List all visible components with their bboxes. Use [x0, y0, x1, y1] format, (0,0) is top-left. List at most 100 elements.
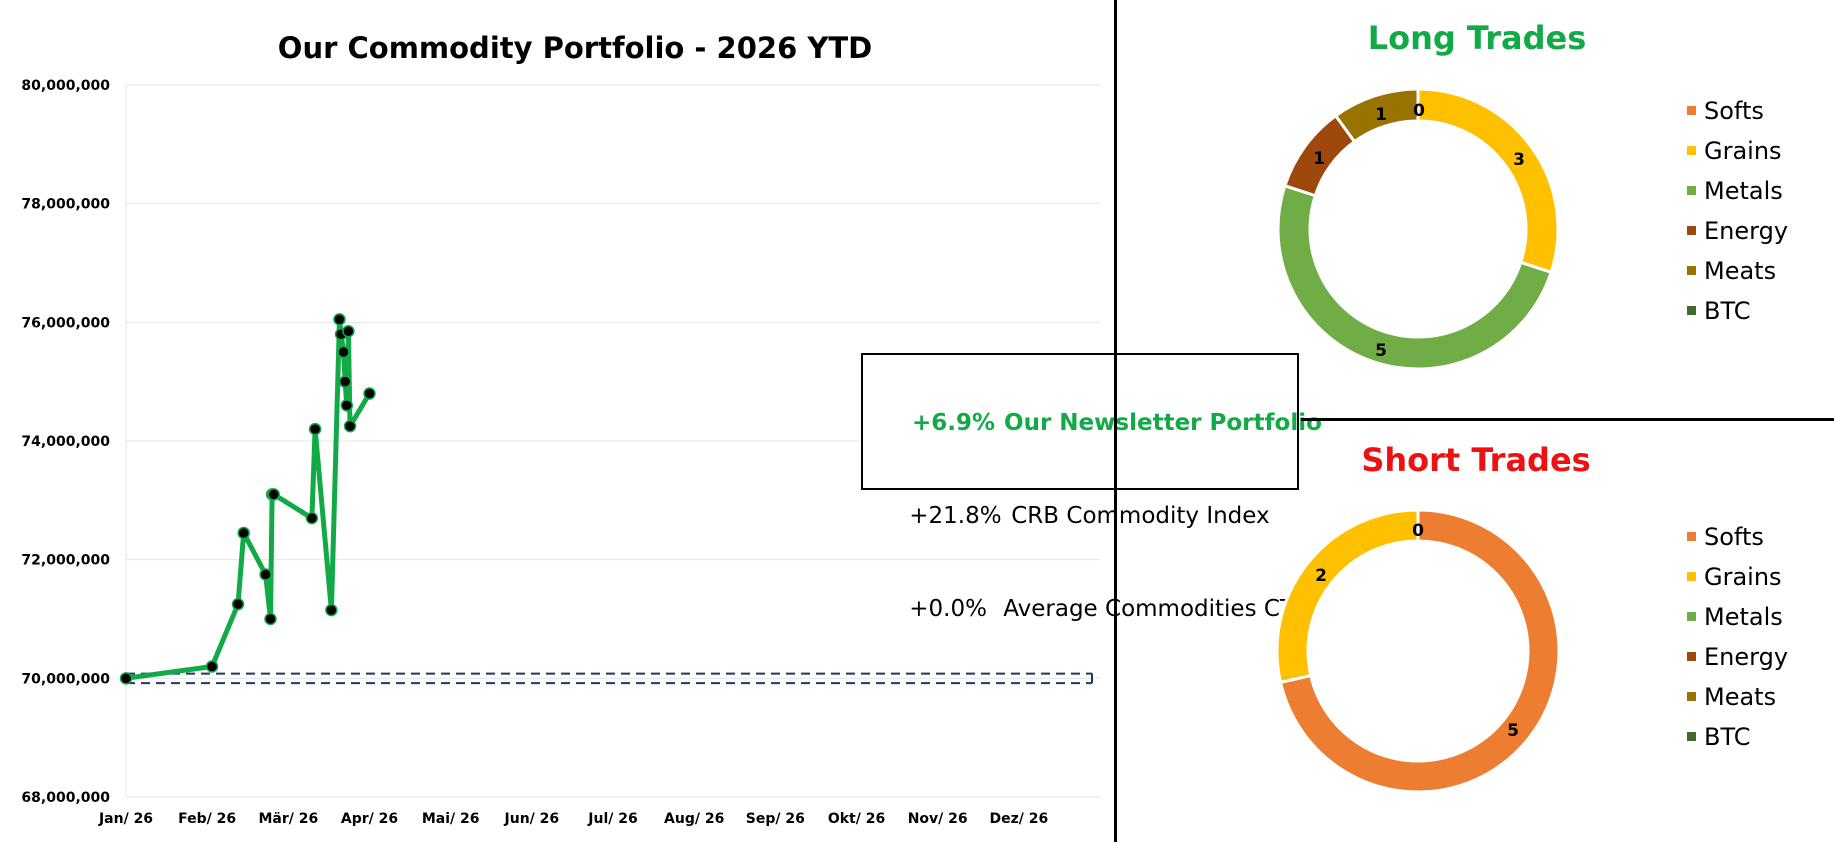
y-tick-label: 76,000,000 [21, 315, 110, 331]
portfolio-data-point [308, 422, 322, 436]
legend-label-energy: Energy [1704, 643, 1788, 671]
y-tick-label: 74,000,000 [21, 434, 110, 450]
y-tick-label: 68,000,000 [21, 790, 110, 806]
x-tick-label: Jul/ 26 [587, 811, 637, 827]
portfolio-label: Our Newsletter Portfolio [1004, 410, 1322, 436]
x-tick-label: Feb/ 26 [178, 811, 236, 827]
donut-data-label: 1 [1313, 149, 1325, 169]
donut-slice-grains [1416, 87, 1560, 275]
long-trades-slices [1276, 87, 1560, 371]
y-tick-label: 72,000,000 [21, 553, 110, 569]
x-tick-label: Jan/ 26 [98, 811, 153, 827]
donut-data-label: 0 [1412, 521, 1424, 541]
x-tick-label: Aug/ 26 [664, 811, 724, 827]
donut-data-label: 0 [1413, 101, 1425, 121]
legend-label-meats: Meats [1704, 683, 1776, 711]
portfolio-return: +6.9% [912, 410, 996, 436]
legend-label-metals: Metals [1704, 603, 1783, 631]
short-trades-data-labels: 5 2 0 [1315, 521, 1519, 741]
x-axis-ticks: Jan/ 26 Feb/ 26 Mär/ 26 Apr/ 26 Mai/ 26 Jun/ … [98, 811, 1048, 827]
portfolio-line-chart: Our Commodity Portfolio - 2026 YTD 68,00… [21, 31, 1100, 827]
donut-data-label: 5 [1507, 721, 1519, 741]
donut-data-label: 1 [1375, 105, 1387, 125]
donut-slice-softs [1278, 508, 1561, 794]
legend-swatch-softs [1687, 106, 1696, 115]
grid-lines [125, 84, 1100, 798]
portfolio-data-point [231, 597, 245, 611]
long-trades-data-labels: 0 3 5 1 1 [1313, 101, 1525, 361]
crb-return: +21.8% [909, 503, 1002, 529]
x-tick-label: Okt/ 26 [828, 811, 885, 827]
long-trades-legend: Softs Grains Metals Energy Meats BTC [1687, 97, 1788, 325]
legend-swatch-grains [1687, 572, 1696, 581]
donut-data-label: 3 [1513, 150, 1525, 170]
legend-label-btc: BTC [1704, 723, 1750, 751]
crb-label: CRB Commodity Index [1011, 503, 1270, 529]
long-trades-donut-chart: Long Trades 0 3 5 1 1 Softs Grains Metals Energ… [1276, 19, 1788, 371]
legend-label-softs: Softs [1704, 97, 1764, 125]
portfolio-data-point [363, 387, 376, 400]
portfolio-data-point [264, 612, 277, 626]
portfolio-data-point [340, 399, 354, 412]
short-trades-title: Short Trades [1361, 441, 1590, 479]
legend-label-metals: Metals [1704, 177, 1783, 205]
legend-swatch-btc [1687, 732, 1696, 741]
y-tick-label: 70,000,000 [21, 671, 110, 687]
performance-summary-box: +6.9% Our Newsletter Portfolio +21.8% CRB … [861, 353, 1322, 622]
legend-label-softs: Softs [1704, 523, 1764, 551]
legend-swatch-metals [1687, 612, 1696, 621]
legend-swatch-meats [1687, 266, 1696, 275]
short-trades-slices [1275, 508, 1561, 794]
donut-slice-metals [1276, 183, 1554, 371]
legend-label-energy: Energy [1704, 217, 1788, 245]
portfolio-data-point [259, 568, 272, 581]
vertical-divider [1114, 0, 1117, 842]
y-axis-ticks: 68,000,000 70,000,000 72,000,000 74,000,000… [21, 78, 110, 806]
legend-swatch-softs [1687, 532, 1696, 541]
portfolio-line [123, 316, 372, 681]
portfolio-series [119, 313, 376, 685]
legend-swatch-energy [1687, 226, 1696, 235]
legend-swatch-btc [1687, 306, 1696, 315]
legend-label-btc: BTC [1704, 297, 1750, 325]
donut-slice-grains [1275, 508, 1420, 685]
x-tick-label: Nov/ 26 [908, 811, 968, 827]
x-tick-label: Mär/ 26 [258, 811, 318, 827]
cta-return: +0.0% [909, 596, 987, 622]
performance-row-portfolio: +6.9% Our Newsletter Portfolio [880, 377, 1322, 470]
legend-label-grains: Grains [1704, 137, 1782, 165]
reference-lines [126, 672, 1093, 685]
legend-swatch-energy [1687, 652, 1696, 661]
portfolio-data-point [338, 375, 352, 388]
portfolio-data-point [237, 526, 250, 540]
x-tick-label: Sep/ 26 [746, 811, 805, 827]
line-chart-title: Our Commodity Portfolio - 2026 YTD [278, 31, 872, 65]
portfolio-data-point [119, 672, 133, 685]
legend-label-meats: Meats [1704, 257, 1776, 285]
x-tick-label: Mai/ 26 [422, 811, 480, 827]
short-trades-donut-chart: Short Trades 5 2 0 Softs Grains Metals Energy… [1275, 441, 1788, 794]
x-tick-label: Dez/ 26 [989, 811, 1048, 827]
performance-row-crb: +21.8% CRB Commodity Index [880, 470, 1297, 563]
portfolio-data-point [325, 603, 338, 617]
donut-slice-meats [1333, 87, 1420, 144]
legend-swatch-metals [1687, 186, 1696, 195]
y-tick-label: 80,000,000 [21, 78, 110, 94]
legend-swatch-meats [1687, 692, 1696, 701]
y-tick-label: 78,000,000 [21, 197, 110, 213]
portfolio-data-point [333, 313, 346, 326]
donut-data-label: 5 [1375, 341, 1387, 361]
portfolio-data-point [342, 324, 355, 338]
portfolio-data-point [267, 488, 280, 501]
portfolio-data-point [205, 660, 219, 673]
long-trades-title: Long Trades [1368, 19, 1587, 57]
portfolio-data-point [305, 511, 319, 525]
legend-label-grains: Grains [1704, 563, 1782, 591]
x-tick-label: Jun/ 26 [504, 811, 560, 827]
short-trades-legend: Softs Grains Metals Energy Meats BTC [1687, 523, 1788, 751]
horizontal-divider [1301, 418, 1834, 421]
portfolio-data-point [337, 345, 350, 359]
portfolio-data-point [343, 419, 357, 433]
legend-swatch-grains [1687, 146, 1696, 155]
donut-data-label: 2 [1315, 566, 1327, 586]
